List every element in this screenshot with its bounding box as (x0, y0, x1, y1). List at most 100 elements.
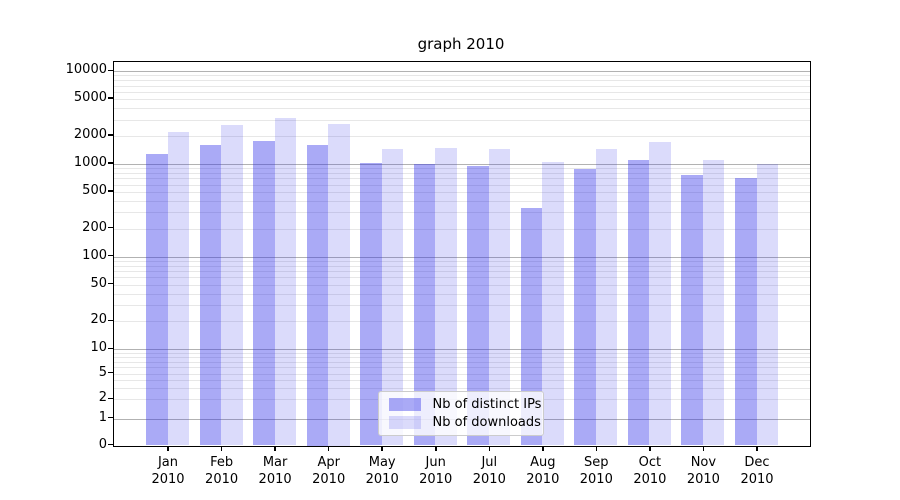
bar-downloads-sep (595, 148, 618, 446)
gridline-minor (114, 305, 810, 307)
bar-distinct-ips-aug (520, 207, 543, 446)
x-tick-mark (381, 446, 383, 451)
x-tick-mark (274, 446, 276, 451)
bar-distinct-ips-oct (627, 160, 650, 446)
bars-layer (114, 62, 810, 446)
x-tick-label: Oct 2010 (618, 454, 682, 489)
x-tick-month: Nov (690, 454, 717, 470)
gridline-minor (114, 228, 810, 230)
y-tick-label: 5000 (73, 90, 107, 106)
y-tick-mark (108, 443, 113, 446)
y-tick-mark (108, 371, 113, 374)
y-tick-label: 0 (98, 436, 107, 452)
bar-downloads-aug (542, 161, 564, 446)
legend-swatch-downloads-icon (389, 416, 421, 429)
gridline-minor (114, 361, 810, 363)
x-tick-month: Oct (638, 454, 662, 470)
gridline-minor (114, 265, 810, 267)
y-tick-label: 200 (82, 219, 107, 235)
x-tick-label: Nov 2010 (671, 454, 735, 489)
gridline-minor (114, 321, 810, 323)
legend-swatch-distinct-ips-icon (389, 398, 421, 411)
y-tick-label: 20 (90, 312, 107, 328)
x-tick-mark (488, 446, 490, 451)
x-tick-month: Jan (157, 454, 179, 470)
bar-distinct-ips-may (360, 163, 382, 446)
gridline-minor (114, 91, 810, 93)
y-tick-label: 10 (90, 340, 107, 356)
gridline-minor (114, 293, 810, 295)
y-tick-label: 1000 (73, 154, 107, 170)
gridline-minor (114, 75, 810, 77)
gridline-minor (114, 200, 810, 202)
gridlines-layer (114, 62, 810, 446)
x-tick-year: 2010 (258, 472, 292, 487)
y-tick-mark (108, 397, 113, 400)
y-tick-label: 1 (98, 409, 107, 425)
legend-label-downloads: Nb of downloads (432, 415, 541, 430)
x-tick-month: Jun (425, 454, 446, 470)
bar-downloads-oct (649, 141, 671, 446)
y-tick-mark (108, 134, 113, 136)
x-tick-year: 2010 (472, 472, 506, 487)
legend-item-distinct-ips: Nb of distinct IPs (389, 396, 543, 414)
x-tick-year: 2010 (579, 472, 613, 487)
gridline-minor (114, 191, 810, 193)
x-tick-mark (702, 446, 705, 451)
gridline-minor (114, 184, 810, 186)
bar-downloads-apr (328, 123, 350, 446)
gridline-minor (114, 277, 810, 279)
x-tick-year: 2010 (365, 472, 399, 487)
x-tick-year: 2010 (740, 472, 774, 487)
gridline-minor (114, 373, 810, 375)
bar-distinct-ips-dec (735, 178, 757, 446)
gridline-minor (114, 172, 810, 174)
y-tick-mark (108, 254, 113, 257)
x-tick-label: Apr 2010 (297, 454, 361, 489)
legend-label-distinct-ips: Nb of distinct IPs (432, 397, 542, 412)
x-tick-label: Dec 2010 (725, 454, 789, 489)
y-tick-mark (108, 162, 113, 164)
bar-downloads-jul (488, 148, 511, 446)
x-tick-month: Mar (262, 454, 288, 470)
x-tick-mark (327, 446, 330, 451)
gridline-minor (114, 353, 810, 354)
x-tick-month: Feb (210, 454, 234, 470)
gridline-major (114, 256, 810, 258)
gridline-minor (114, 260, 810, 262)
x-tick-year: 2010 (205, 472, 239, 487)
bar-distinct-ips-apr (306, 145, 329, 446)
x-tick-year: 2010 (526, 472, 560, 487)
x-tick-mark (649, 446, 651, 451)
x-tick-year: 2010 (633, 472, 667, 487)
gridline-major (114, 163, 810, 165)
y-tick-mark (108, 97, 113, 99)
bar-downloads-dec (756, 164, 778, 446)
x-tick-year: 2010 (686, 472, 720, 487)
y-tick-mark (108, 69, 113, 71)
x-tick-year: 2010 (419, 472, 453, 487)
y-tick-label: 5 (98, 364, 107, 380)
legend: Nb of distinct IPs Nb of downloads (378, 390, 544, 436)
gridline-minor (114, 212, 810, 214)
y-tick-mark (108, 319, 113, 322)
gridline-minor (114, 271, 810, 272)
bar-downloads-mar (274, 118, 297, 446)
x-tick-month: Jul (481, 454, 498, 470)
bar-downloads-may (381, 148, 404, 446)
x-tick-mark (756, 446, 758, 451)
y-tick-label: 10000 (65, 62, 107, 78)
bar-distinct-ips-mar (253, 141, 275, 446)
x-tick-mark (595, 446, 598, 451)
y-tick-label: 50 (90, 275, 107, 291)
bar-distinct-ips-feb (199, 145, 222, 446)
bar-downloads-jan (167, 131, 189, 446)
x-tick-label: Jul 2010 (457, 454, 521, 489)
x-tick-label: Sep 2010 (564, 454, 628, 489)
gridline-major (114, 71, 810, 73)
gridline-minor (114, 284, 810, 286)
bar-distinct-ips-jul (467, 165, 489, 446)
y-tick-label: 500 (82, 182, 107, 198)
x-tick-month: Dec (744, 454, 770, 470)
